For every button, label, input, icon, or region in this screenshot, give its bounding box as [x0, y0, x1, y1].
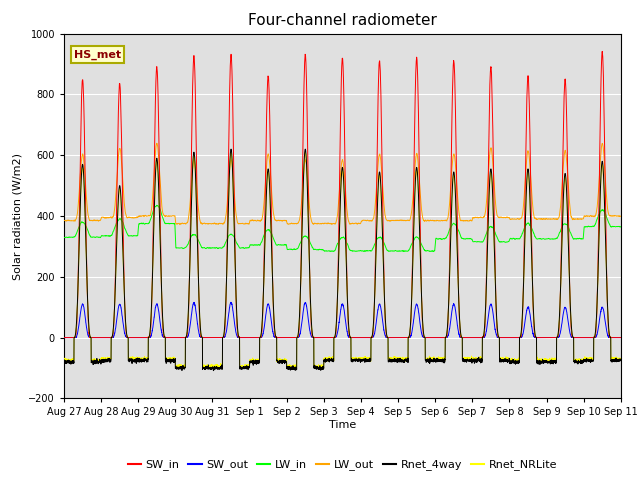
Rnet_NRLite: [617, 356, 625, 361]
LW_in: [60, 235, 68, 240]
Rnet_4way: [499, 358, 507, 364]
Rnet_4way: [322, 358, 330, 364]
LW_in: [429, 249, 437, 254]
SW_in: [598, 48, 606, 54]
LW_in: [322, 248, 330, 253]
SW_out: [616, 335, 624, 340]
Line: SW_out: SW_out: [64, 302, 621, 337]
SW_out: [467, 335, 475, 340]
SW_in: [60, 335, 68, 340]
LW_out: [616, 213, 624, 219]
LW_in: [499, 239, 507, 245]
Text: HS_met: HS_met: [74, 49, 121, 60]
Line: LW_out: LW_out: [64, 143, 621, 225]
Rnet_4way: [227, 146, 235, 152]
SW_in: [436, 335, 444, 340]
X-axis label: Time: Time: [329, 420, 356, 430]
Rnet_NRLite: [499, 355, 507, 360]
Rnet_4way: [436, 358, 444, 364]
Line: Rnet_4way: Rnet_4way: [64, 149, 621, 371]
LW_out: [617, 214, 625, 219]
LW_out: [467, 218, 475, 224]
Y-axis label: Solar radiation (W/m2): Solar radiation (W/m2): [13, 153, 23, 279]
Title: Four-channel radiometer: Four-channel radiometer: [248, 13, 437, 28]
Rnet_4way: [209, 368, 217, 373]
SW_in: [499, 335, 506, 340]
SW_in: [160, 335, 168, 340]
Rnet_NRLite: [315, 366, 323, 372]
Rnet_NRLite: [467, 356, 475, 361]
LW_out: [60, 217, 68, 223]
LW_out: [499, 215, 507, 220]
SW_out: [160, 335, 168, 340]
Rnet_4way: [160, 332, 168, 338]
LW_in: [153, 203, 161, 208]
Rnet_NRLite: [616, 357, 624, 363]
LW_out: [322, 220, 330, 226]
SW_out: [322, 335, 330, 340]
Line: LW_in: LW_in: [64, 205, 621, 252]
Line: SW_in: SW_in: [64, 51, 621, 337]
Line: Rnet_NRLite: Rnet_NRLite: [64, 152, 621, 369]
SW_out: [499, 335, 507, 340]
Rnet_4way: [616, 357, 624, 362]
SW_out: [436, 335, 444, 340]
SW_in: [617, 335, 625, 340]
LW_out: [153, 140, 161, 146]
Rnet_NRLite: [160, 332, 168, 338]
LW_out: [436, 218, 444, 224]
Rnet_4way: [60, 359, 68, 364]
LW_in: [617, 224, 625, 229]
LW_out: [160, 213, 168, 219]
Legend: SW_in, SW_out, LW_in, LW_out, Rnet_4way, Rnet_NRLite: SW_in, SW_out, LW_in, LW_out, Rnet_4way,…: [124, 455, 561, 475]
Rnet_NRLite: [227, 149, 235, 155]
SW_in: [322, 335, 330, 340]
Rnet_NRLite: [60, 357, 68, 363]
LW_out: [176, 222, 184, 228]
SW_out: [617, 335, 625, 340]
LW_in: [160, 219, 168, 225]
SW_out: [227, 300, 235, 305]
Rnet_NRLite: [322, 356, 330, 362]
Rnet_4way: [617, 357, 625, 363]
SW_out: [60, 335, 68, 340]
Rnet_4way: [467, 359, 475, 365]
SW_in: [616, 335, 624, 340]
LW_in: [467, 236, 475, 242]
LW_in: [616, 224, 624, 230]
SW_in: [467, 335, 475, 340]
LW_in: [436, 236, 444, 241]
Rnet_NRLite: [436, 356, 444, 362]
